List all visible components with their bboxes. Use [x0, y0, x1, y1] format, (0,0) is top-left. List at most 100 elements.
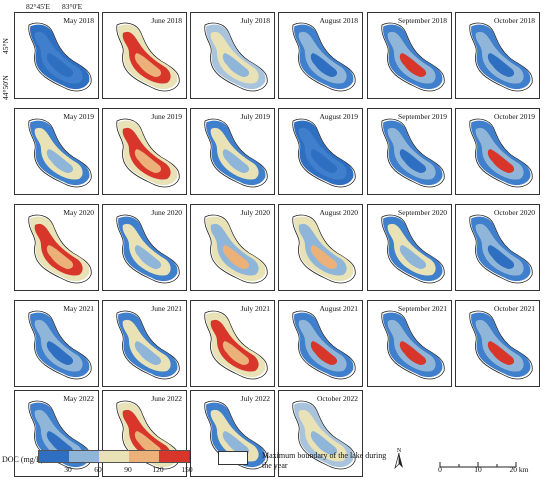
map-panel: June 2021	[102, 300, 187, 387]
map-panel: June 2019	[102, 108, 187, 195]
lake-boundary	[381, 118, 445, 188]
lake-water-core	[222, 431, 250, 455]
boundary-legend-label: Maximum boundary of the lake during the …	[262, 451, 387, 470]
panel-date-label: October 2019	[493, 112, 535, 121]
lake-map	[28, 118, 92, 188]
lake-water-core	[399, 245, 427, 269]
lake-map	[28, 310, 92, 380]
lake-water-core	[222, 149, 250, 173]
panel-date-label: July 2019	[240, 112, 270, 121]
lake-water-mid	[34, 319, 83, 372]
lake-map	[116, 118, 180, 188]
map-panel: September 2020	[367, 204, 452, 291]
lake-boundary	[204, 118, 268, 188]
lake-boundary	[28, 22, 92, 92]
map-panel: October 2020	[455, 204, 540, 291]
lake-water-mid	[298, 31, 347, 84]
lake-boundary	[204, 400, 268, 470]
lake-map	[292, 400, 356, 470]
latitude-label-1: 45°N	[1, 38, 10, 54]
lake-boundary	[116, 22, 180, 92]
legend-tick-120: 120	[152, 465, 164, 474]
lake-map	[381, 214, 445, 284]
latitude-label-2: 44°50'N	[1, 75, 10, 100]
lake-map	[381, 22, 445, 92]
lake-boundary	[469, 310, 533, 380]
map-panel: August 2018	[278, 12, 363, 99]
lake-water-core	[134, 341, 162, 365]
lake-water-mid	[122, 319, 171, 372]
lake-water-mid	[34, 31, 83, 84]
lake-boundary	[381, 214, 445, 284]
lake-water-core	[310, 341, 338, 365]
lake-map	[28, 214, 92, 284]
lake-water-core	[487, 149, 515, 173]
lake-map	[204, 400, 268, 470]
panel-date-label: July 2018	[240, 16, 270, 25]
scale-bar	[438, 456, 538, 468]
ramp-swatch-3	[99, 451, 129, 462]
map-panel: May 2019	[14, 108, 99, 195]
lake-water-mid	[122, 127, 171, 180]
lake-water-mid	[210, 223, 259, 276]
lake-boundary	[292, 214, 356, 284]
map-panel: September 2019	[367, 108, 452, 195]
lake-water-core	[310, 149, 338, 173]
lake-water-mid	[210, 31, 259, 84]
lake-boundary	[28, 400, 92, 470]
map-panel: June 2020	[102, 204, 187, 291]
lake-boundary	[28, 310, 92, 380]
legend-tick-60: 60	[94, 465, 102, 474]
map-panel: July 2020	[190, 204, 275, 291]
lake-water-mid	[298, 319, 347, 372]
lake-boundary	[292, 310, 356, 380]
lake-map	[204, 118, 268, 188]
lake-map	[204, 22, 268, 92]
lake-map	[292, 22, 356, 92]
lake-map	[28, 22, 92, 92]
lake-water-mid	[387, 223, 436, 276]
lake-water-mid	[475, 127, 524, 180]
map-panel: May 2018	[14, 12, 99, 99]
lake-boundary	[469, 214, 533, 284]
lake-map	[292, 310, 356, 380]
scale-tick-20: 20 km	[509, 465, 529, 474]
lake-map	[381, 310, 445, 380]
lake-boundary	[204, 214, 268, 284]
lake-water-mid	[34, 223, 83, 276]
ramp-swatch-2	[69, 451, 99, 462]
map-panel: October 2021	[455, 300, 540, 387]
lake-water-core	[310, 431, 338, 455]
scale-tick-0: 0	[438, 465, 442, 474]
panel-date-label: August 2020	[319, 208, 358, 217]
lake-boundary	[204, 22, 268, 92]
panel-date-label: August 2018	[319, 16, 358, 25]
lake-boundary	[292, 22, 356, 92]
lake-boundary	[116, 310, 180, 380]
ramp-swatch-5	[159, 451, 189, 462]
lake-water-core	[399, 53, 427, 77]
panel-date-label: July 2022	[240, 394, 270, 403]
lake-water-core	[46, 245, 74, 269]
panel-date-label: September 2019	[398, 112, 447, 121]
lake-water-core	[487, 53, 515, 77]
map-panel: September 2018	[367, 12, 452, 99]
map-panel: August 2021	[278, 300, 363, 387]
panel-date-label: October 2021	[493, 304, 535, 313]
map-panel: August 2019	[278, 108, 363, 195]
map-panel: May 2021	[14, 300, 99, 387]
ramp-swatch-4	[129, 451, 159, 462]
lake-water-core	[487, 341, 515, 365]
lake-water-core	[134, 431, 162, 455]
longitude-label-2: 83°0'E	[62, 2, 83, 11]
panel-date-label: June 2018	[151, 16, 182, 25]
lake-boundary	[469, 118, 533, 188]
legend-title: DOC (mg/L)	[2, 455, 44, 464]
lake-water-core	[134, 53, 162, 77]
panel-date-label: June 2022	[151, 394, 182, 403]
lake-boundary	[116, 118, 180, 188]
lake-water-core	[222, 341, 250, 365]
panel-date-label: October 2022	[316, 394, 358, 403]
map-panel: June 2022	[102, 390, 187, 477]
lake-water-core	[46, 341, 74, 365]
